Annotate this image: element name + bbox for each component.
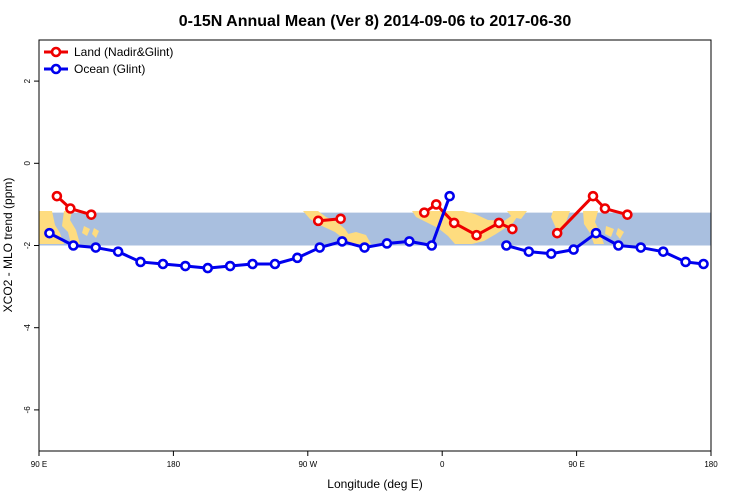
legend-entry-land: Land (Nadir&Glint)	[44, 45, 173, 59]
data-point-ocean	[613, 240, 624, 251]
data-point-ocean	[680, 256, 691, 268]
land-shape-africa	[412, 211, 521, 244]
x-tick-label: 180	[704, 460, 718, 469]
y-tick-label: 0	[23, 161, 32, 166]
x-tick-label: 90 W	[298, 460, 317, 469]
y-axis-label: XCO2 - MLO trend (ppm)	[1, 178, 15, 313]
data-point-ocean	[336, 236, 348, 247]
data-point-ocean	[292, 252, 303, 264]
land-shape-arabia	[507, 211, 527, 219]
legend-marker-ocean	[50, 63, 62, 75]
data-point-land	[312, 215, 324, 227]
data-point-ocean	[381, 238, 393, 249]
data-point-land	[418, 207, 430, 218]
data-point-land	[51, 190, 63, 202]
data-point-ocean	[444, 190, 455, 202]
chart-title: 0-15N Annual Mean (Ver 8) 2014-09-06 to …	[179, 13, 572, 30]
data-point-land	[599, 203, 611, 214]
data-point-ocean	[426, 240, 438, 251]
legend-marker-land	[50, 46, 62, 58]
data-point-land	[507, 223, 518, 235]
data-point-ocean	[590, 227, 602, 239]
land-shape-islands-south	[605, 226, 614, 237]
x-tick-label: 0	[440, 460, 445, 469]
land-shape-india	[551, 211, 570, 236]
data-point-ocean	[657, 246, 669, 257]
data-point-ocean	[404, 236, 415, 247]
legend-label-land: Land (Nadir&Glint)	[74, 45, 173, 59]
data-point-land	[622, 209, 633, 220]
data-point-ocean	[135, 256, 146, 268]
land-shape-indochina	[62, 211, 80, 244]
data-point-land	[335, 213, 346, 225]
land-shape-islands-far-east	[616, 228, 624, 239]
x-tick-label: 180	[167, 460, 181, 469]
legend-label-ocean: Ocean (Glint)	[74, 62, 145, 76]
land-shape-islands-east	[92, 228, 99, 238]
data-point-ocean	[359, 242, 370, 253]
data-point-ocean	[180, 260, 191, 272]
y-tick-label: -4	[23, 324, 32, 332]
y-tick-label: -6	[23, 406, 32, 414]
data-point-ocean	[68, 240, 79, 251]
data-point-ocean	[501, 240, 512, 251]
data-point-ocean	[90, 242, 102, 253]
data-point-ocean	[698, 258, 709, 270]
land-shape-islands-west	[82, 226, 90, 236]
land-mask-layer	[39, 211, 624, 244]
x-axis: 90 E 180 90 W 0 90 E 180	[31, 451, 718, 469]
x-axis-label: Longitude (deg E)	[327, 477, 422, 491]
series-line-land	[556, 194, 628, 235]
data-point-ocean	[568, 244, 579, 255]
data-point-ocean	[635, 242, 647, 253]
legend-entry-ocean: Ocean (Glint)	[44, 62, 145, 76]
data-point-land	[493, 217, 505, 229]
x-tick-label: 90 E	[31, 460, 47, 469]
series-line-ocean	[506, 231, 704, 266]
series-layer	[44, 190, 709, 274]
data-point-land	[471, 229, 482, 241]
y-tick-label: -2	[23, 241, 32, 249]
data-point-land	[448, 217, 460, 229]
data-point-land	[65, 203, 76, 214]
x-tick-label: 90 E	[568, 460, 584, 469]
data-point-ocean	[112, 246, 124, 257]
data-point-land	[85, 209, 97, 220]
data-point-ocean	[314, 242, 326, 253]
data-point-ocean	[202, 262, 214, 274]
data-point-ocean	[224, 260, 236, 272]
data-point-ocean	[157, 258, 169, 270]
y-axis: -6 -4 -2 0 2	[23, 78, 39, 413]
data-point-ocean	[545, 248, 557, 260]
data-point-ocean	[44, 227, 55, 239]
land-shape-south-america	[340, 232, 371, 244]
data-point-land	[551, 227, 563, 239]
data-point-land	[587, 190, 599, 202]
legend: Land (Nadir&Glint) Ocean (Glint)	[44, 45, 173, 76]
data-point-ocean	[247, 258, 258, 270]
data-point-ocean	[269, 258, 281, 270]
y-tick-label: 2	[23, 78, 32, 83]
data-point-land	[430, 199, 442, 210]
data-point-ocean	[523, 246, 535, 257]
